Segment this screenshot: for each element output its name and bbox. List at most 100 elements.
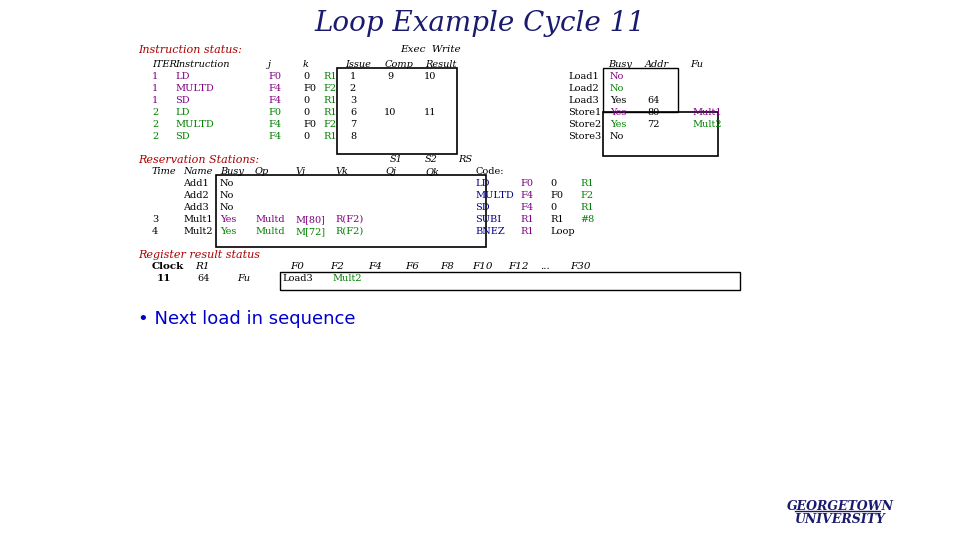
Text: 7: 7 [349,120,356,129]
Text: 3: 3 [152,215,158,224]
Text: R1: R1 [580,179,593,188]
Text: Code:: Code: [475,167,503,176]
Text: Instruction: Instruction [175,60,229,69]
Text: 0: 0 [303,96,309,105]
Text: MULTD: MULTD [475,191,514,200]
Text: Vk: Vk [335,167,348,176]
Text: F30: F30 [570,262,590,271]
Text: j: j [268,60,271,69]
Text: LD: LD [475,179,490,188]
Text: Register result status: Register result status [138,250,260,260]
Text: F2: F2 [330,262,344,271]
Text: S1: S1 [390,155,403,164]
Text: SD: SD [475,203,490,212]
Text: Instruction status:: Instruction status: [138,45,242,55]
Text: No: No [220,203,234,212]
Text: F2: F2 [323,120,336,129]
Text: 0: 0 [303,108,309,117]
Text: F0: F0 [520,179,533,188]
Text: F4: F4 [520,203,533,212]
Text: Fu: Fu [690,60,703,69]
Text: F10: F10 [472,262,492,271]
Text: UNIVERSITY: UNIVERSITY [795,513,885,526]
Text: SD: SD [175,132,190,141]
Text: 64: 64 [197,274,209,283]
Text: 2: 2 [152,132,158,141]
Text: R1: R1 [323,72,337,81]
Text: 6: 6 [350,108,356,117]
Text: Store2: Store2 [568,120,601,129]
Text: 72: 72 [647,120,660,129]
Text: RS: RS [458,155,472,164]
Text: F0: F0 [290,262,304,271]
Text: F4: F4 [268,120,281,129]
Text: F4: F4 [368,262,382,271]
Bar [216,175,486,247]
Text: F4: F4 [268,132,281,141]
Text: BNEZ: BNEZ [475,227,505,236]
Text: 11: 11 [157,274,172,283]
Text: Result: Result [425,60,456,69]
Text: Add2: Add2 [183,191,208,200]
Text: ...: ... [540,262,550,271]
Text: Loop: Loop [550,227,575,236]
Text: 2: 2 [349,84,356,93]
Text: F0: F0 [268,72,281,81]
Text: Yes: Yes [610,96,626,105]
Text: Add1: Add1 [183,179,208,188]
Text: F0: F0 [303,120,316,129]
Text: Load3: Load3 [568,96,599,105]
Text: 0: 0 [550,179,556,188]
Text: GEORGETOWN: GEORGETOWN [786,500,894,513]
Text: Mult1: Mult1 [183,215,212,224]
Text: Yes: Yes [610,120,626,129]
Text: F0: F0 [550,191,563,200]
Text: 80: 80 [647,108,660,117]
Text: M[80]: M[80] [295,215,324,224]
Text: No: No [610,84,624,93]
Text: R(F2): R(F2) [335,215,363,224]
Text: No: No [220,179,234,188]
Text: Load2: Load2 [568,84,599,93]
Text: #8: #8 [580,215,594,224]
Text: Qk: Qk [425,167,439,176]
Text: 2: 2 [152,108,158,117]
Text: 10: 10 [384,108,396,117]
Text: ITER: ITER [152,60,177,69]
Text: 2: 2 [152,120,158,129]
Text: R1: R1 [580,203,593,212]
Text: F0: F0 [268,108,281,117]
Text: Addr: Addr [645,60,669,69]
Text: Yes: Yes [220,227,236,236]
Text: No: No [220,191,234,200]
Text: 1: 1 [152,96,158,105]
Bar [337,68,457,154]
Text: F4: F4 [268,96,281,105]
Text: F4: F4 [520,191,533,200]
Text: F8: F8 [440,262,454,271]
Text: F0: F0 [303,84,316,93]
Text: 1: 1 [152,84,158,93]
Text: R1: R1 [550,215,564,224]
Text: 9: 9 [387,72,393,81]
Text: k: k [303,60,309,69]
Text: S2: S2 [425,155,438,164]
Text: 0: 0 [303,132,309,141]
Bar [603,68,678,112]
Text: 0: 0 [550,203,556,212]
Text: No: No [610,72,624,81]
Text: 1: 1 [349,72,356,81]
Text: F4: F4 [268,84,281,93]
Text: Yes: Yes [610,108,626,117]
Text: Busy: Busy [220,167,244,176]
Text: F6: F6 [405,262,419,271]
Text: F12: F12 [508,262,529,271]
Text: SUBI: SUBI [475,215,501,224]
Text: Multd: Multd [255,215,284,224]
Text: Time: Time [152,167,177,176]
Text: R1: R1 [323,108,337,117]
Text: M[72]: M[72] [295,227,325,236]
Text: 64: 64 [647,96,660,105]
Text: Store3: Store3 [568,132,601,141]
Text: Name: Name [183,167,212,176]
